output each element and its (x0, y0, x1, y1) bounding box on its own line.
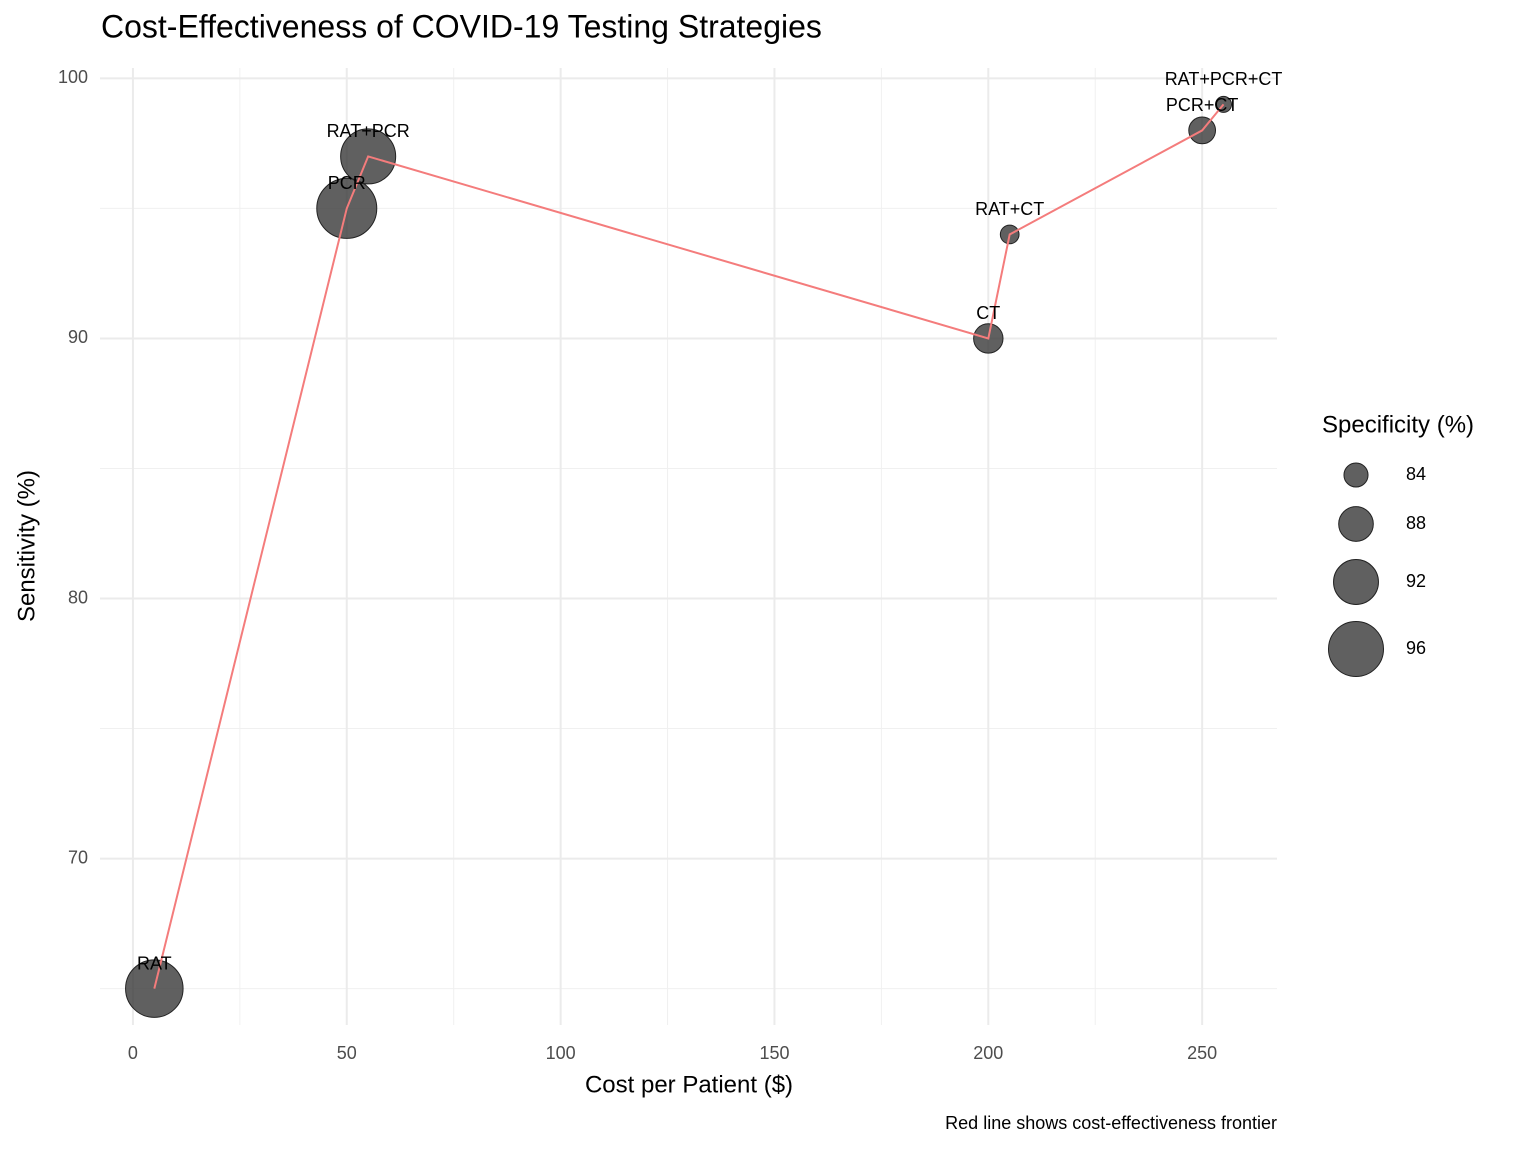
legend-key (1338, 506, 1374, 542)
legend-label: 92 (1406, 571, 1426, 591)
y-tick-label: 100 (58, 67, 88, 87)
x-tick-label: 150 (759, 1043, 789, 1063)
y-tick-label: 80 (68, 587, 88, 607)
point-label: RAT+PCR (327, 121, 410, 141)
x-tick-label: 50 (337, 1043, 357, 1063)
legend-label: 88 (1406, 513, 1426, 533)
point-label: CT (976, 303, 1000, 323)
legend-key (1333, 559, 1379, 605)
legend-title: Specificity (%) (1322, 411, 1474, 438)
point-label: RAT (137, 953, 172, 973)
x-tick-label: 100 (546, 1043, 576, 1063)
point-label: RAT+PCR+CT (1165, 69, 1283, 89)
point-label: RAT+CT (975, 199, 1044, 219)
legend-label: 96 (1406, 638, 1426, 658)
legend-label: 84 (1406, 464, 1426, 484)
x-tick-label: 250 (1187, 1043, 1217, 1063)
y-axis-title: Sensitivity (%) (13, 470, 40, 622)
legend-key (1327, 620, 1385, 678)
point-label: PCR+CT (1166, 95, 1239, 115)
chart-title: Cost-Effectiveness of COVID-19 Testing S… (101, 8, 822, 44)
y-tick-label: 90 (68, 327, 88, 347)
point-label: PCR (328, 173, 366, 193)
frontier-line (153, 103, 1225, 989)
caption: Red line shows cost-effectiveness fronti… (945, 1113, 1277, 1133)
x-tick-label: 0 (128, 1043, 138, 1063)
legend-key (1343, 462, 1369, 488)
x-tick-label: 200 (973, 1043, 1003, 1063)
x-axis-title: Cost per Patient ($) (585, 1071, 793, 1098)
y-tick-label: 70 (68, 847, 88, 867)
